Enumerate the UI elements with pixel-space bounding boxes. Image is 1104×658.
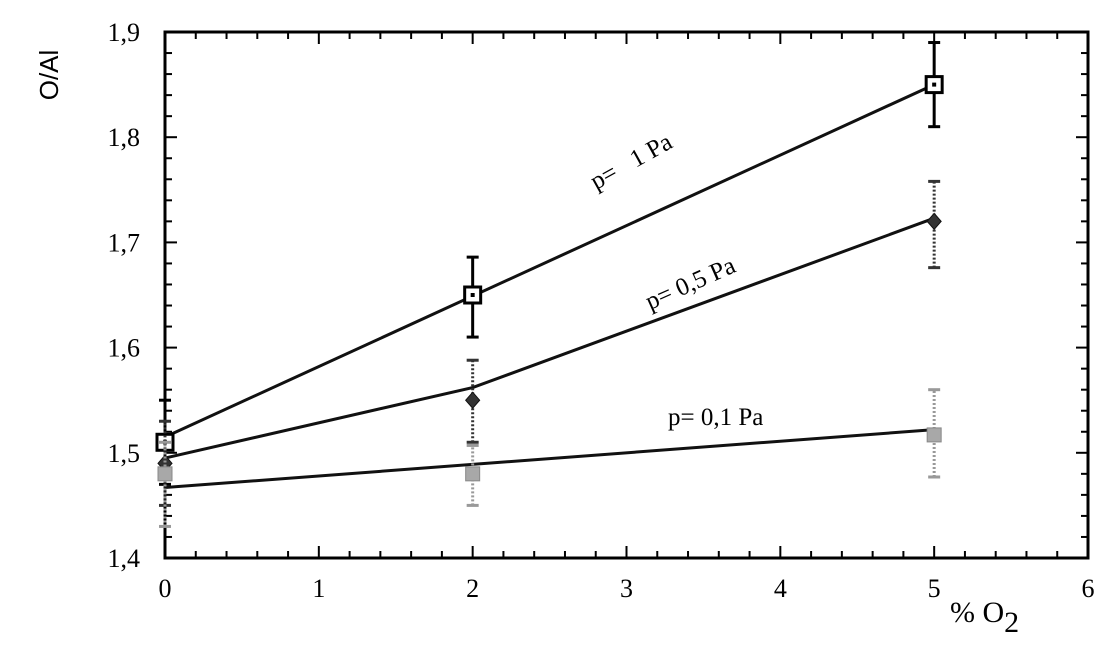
data-point bbox=[465, 466, 481, 482]
data-point-center bbox=[470, 293, 475, 297]
fit-line bbox=[164, 83, 935, 439]
x-tick-label: 5 bbox=[928, 574, 941, 603]
x-axis-title-subscript: 2 bbox=[1004, 606, 1019, 639]
data-point-center bbox=[932, 82, 937, 87]
y-tick-label: 1,8 bbox=[108, 123, 141, 152]
x-tick-label: 2 bbox=[466, 574, 479, 603]
y-tick-label: 1,9 bbox=[108, 18, 141, 47]
data-point bbox=[926, 427, 942, 443]
y-tick-label: 1,5 bbox=[108, 439, 141, 468]
series-0 bbox=[155, 41, 944, 486]
data-point bbox=[157, 466, 173, 482]
series-label-0-1pa: p= 0,1 Pa bbox=[668, 404, 763, 431]
fit-line bbox=[164, 216, 935, 460]
x-tick-label: 6 bbox=[1082, 574, 1095, 603]
x-tick-label: 3 bbox=[620, 574, 633, 603]
x-axis-title-main: % O bbox=[950, 596, 1004, 629]
x-tick-label: 1 bbox=[312, 574, 325, 603]
x-tick-label: 4 bbox=[774, 574, 787, 603]
y-axis-title: O/Al bbox=[34, 50, 64, 101]
x-axis: 0 1 2 3 4 5 6 bbox=[159, 32, 1095, 603]
series-label-1pa: p= 1 Pa bbox=[586, 128, 677, 195]
x-axis-title: % O2 bbox=[950, 596, 1019, 639]
data-point bbox=[465, 391, 481, 409]
y-tick-label: 1,7 bbox=[108, 228, 141, 257]
data-point bbox=[926, 212, 942, 231]
series-layer bbox=[155, 41, 944, 528]
series-label-0-5pa: p= 0,5 Pa bbox=[641, 252, 739, 315]
y-axis: 1,4 1,5 1,6 1,7 1,8 1,9 bbox=[108, 18, 1088, 573]
x-tick-label: 0 bbox=[159, 574, 172, 603]
plot-border bbox=[163, 30, 1090, 560]
plot-frame bbox=[163, 30, 1090, 560]
y-tick-label: 1,4 bbox=[108, 544, 141, 573]
y-tick-label: 1,6 bbox=[108, 334, 141, 363]
series-1 bbox=[157, 179, 942, 507]
fit-line bbox=[164, 428, 935, 490]
series-2 bbox=[157, 388, 942, 528]
